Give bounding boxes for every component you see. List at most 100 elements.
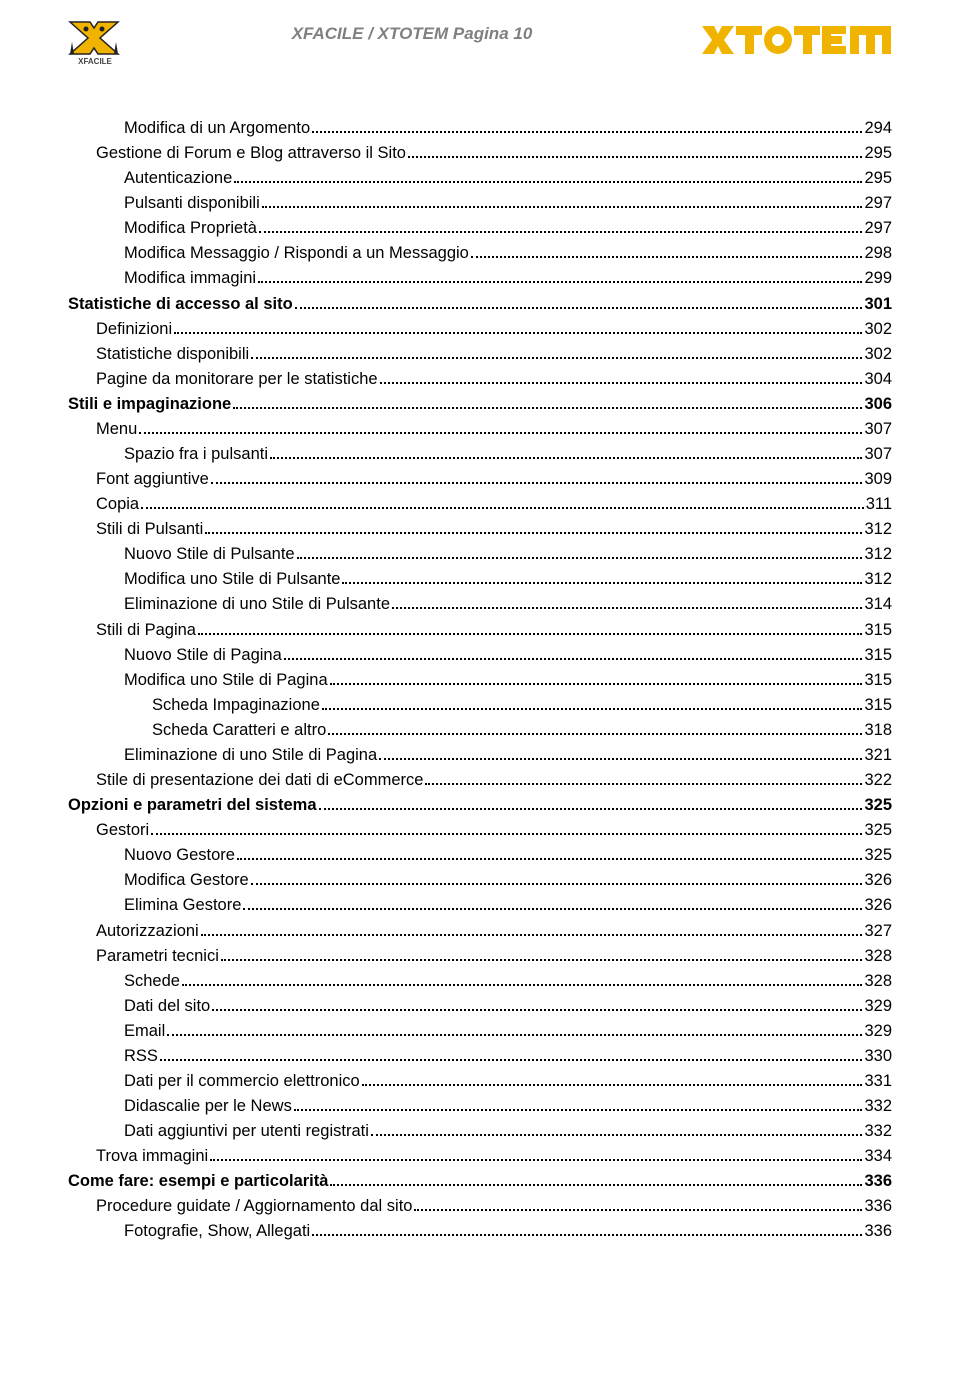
toc-entry-label: Autorizzazioni — [96, 919, 199, 944]
toc-leader-dots — [233, 392, 862, 409]
toc-leader-dots — [312, 1220, 862, 1237]
toc-leader-dots — [237, 843, 862, 860]
toc-entry-label: Elimina Gestore — [124, 893, 241, 918]
toc-entry-page: 304 — [864, 367, 892, 392]
toc-leader-dots — [312, 116, 862, 133]
toc-leader-dots — [294, 1094, 863, 1111]
toc-entry: Eliminazione di uno Stile di Pulsante314 — [68, 592, 892, 617]
toc-entry-label: Dati per il commercio elettronico — [124, 1069, 360, 1094]
toc-entry-page: 294 — [864, 116, 892, 141]
toc-entry: Modifica uno Stile di Pulsante312 — [68, 567, 892, 592]
toc-entry-label: Autenticazione — [124, 166, 232, 191]
toc-entry-label: Copia — [96, 492, 139, 517]
toc-entry: Email 329 — [68, 1019, 892, 1044]
toc-entry: Nuovo Gestore325 — [68, 843, 892, 868]
toc-leader-dots — [270, 442, 862, 459]
toc-entry: Menu 307 — [68, 417, 892, 442]
toc-leader-dots — [151, 818, 862, 835]
toc-leader-dots — [205, 517, 862, 534]
toc-entry-label: Modifica Proprietà — [124, 216, 257, 241]
toc-leader-dots — [182, 969, 863, 986]
toc-leader-dots — [141, 492, 864, 509]
toc-entry: Procedure guidate / Aggiornamento dal si… — [68, 1194, 892, 1219]
toc-entry-label: Font aggiuntive — [96, 467, 209, 492]
toc-entry-label: Schede — [124, 969, 180, 994]
toc-entry: Schede328 — [68, 969, 892, 994]
toc-entry: Nuovo Stile di Pagina315 — [68, 643, 892, 668]
toc-leader-dots — [211, 467, 863, 484]
toc-entry: Autenticazione295 — [68, 166, 892, 191]
toc-entry-label: Modifica Gestore — [124, 868, 249, 893]
page-header: XFACILE XFACILE / XTOTEM Pagina 10 — [68, 20, 892, 68]
toc-leader-dots — [284, 643, 863, 660]
toc-entry-page: 326 — [864, 868, 892, 893]
toc-entry: Modifica Gestore 326 — [68, 868, 892, 893]
toc-leader-dots — [425, 768, 862, 785]
toc-entry-page: 329 — [864, 1019, 892, 1044]
toc-entry-page: 314 — [864, 592, 892, 617]
toc-leader-dots — [243, 894, 862, 911]
toc-entry: Gestione di Forum e Blog attraverso il S… — [68, 141, 892, 166]
toc-entry: Copia 311 — [68, 492, 892, 517]
toc-entry-label: Come fare: esempi e particolarità — [68, 1169, 328, 1194]
toc-entry: Eliminazione di uno Stile di Pagina321 — [68, 743, 892, 768]
toc-entry-page: 315 — [864, 668, 892, 693]
toc-entry-label: Stili di Pulsanti — [96, 517, 203, 542]
toc-entry-page: 336 — [864, 1194, 892, 1219]
toc-entry-label: Pulsanti disponibili — [124, 191, 260, 216]
toc-entry: Modifica immagini299 — [68, 266, 892, 291]
toc-leader-dots — [251, 869, 863, 886]
toc-leader-dots — [295, 292, 863, 309]
toc-entry: Dati aggiuntivi per utenti registrati332 — [68, 1119, 892, 1144]
toc-entry-page: 306 — [864, 392, 892, 417]
toc-leader-dots — [371, 1119, 863, 1136]
toc-entry-label: Pagine da monitorare per le statistiche — [96, 367, 378, 392]
toc-leader-dots — [201, 919, 863, 936]
toc-entry-label: Nuovo Stile di Pulsante — [124, 542, 295, 567]
toc-entry-page: 297 — [864, 216, 892, 241]
toc-entry-label: Spazio fra i pulsanti — [124, 442, 268, 467]
toc-entry: Autorizzazioni327 — [68, 919, 892, 944]
toc-entry: Didascalie per le News332 — [68, 1094, 892, 1119]
toc-entry: Fotografie, Show, Allegati336 — [68, 1219, 892, 1244]
toc-entry: Modifica Proprietà 297 — [68, 216, 892, 241]
toc-entry-label: Email — [124, 1019, 165, 1044]
toc-entry: RSS330 — [68, 1044, 892, 1069]
toc-entry-label: Modifica uno Stile di Pagina — [124, 668, 328, 693]
toc-entry-page: 331 — [864, 1069, 892, 1094]
toc-entry-label: Eliminazione di uno Stile di Pagina — [124, 743, 377, 768]
toc-entry-page: 325 — [864, 818, 892, 843]
toc-entry-label: Modifica uno Stile di Pulsante — [124, 567, 340, 592]
toc-entry-page: 301 — [864, 292, 892, 317]
toc-entry: Modifica uno Stile di Pagina 315 — [68, 668, 892, 693]
toc-entry-page: 302 — [864, 342, 892, 367]
toc-leader-dots — [174, 317, 862, 334]
toc-entry: Statistiche disponibili302 — [68, 342, 892, 367]
toc-entry-label: Scheda Impaginazione — [152, 693, 320, 718]
toc-leader-dots — [258, 267, 862, 284]
toc-leader-dots — [319, 793, 863, 810]
toc-entry: Definizioni302 — [68, 317, 892, 342]
toc-leader-dots — [221, 944, 863, 961]
toc-entry: Stili di Pagina315 — [68, 618, 892, 643]
toc-leader-dots — [160, 1044, 863, 1061]
toc-entry-page: 302 — [864, 317, 892, 342]
toc-entry-page: 307 — [864, 442, 892, 467]
toc-entry: Scheda Caratteri e altro318 — [68, 718, 892, 743]
toc-entry: Pagine da monitorare per le statistiche 3… — [68, 367, 892, 392]
toc-entry-label: Scheda Caratteri e altro — [152, 718, 326, 743]
toc-entry-page: 322 — [864, 768, 892, 793]
toc-entry-page: 309 — [864, 467, 892, 492]
toc-leader-dots — [414, 1195, 862, 1212]
toc-leader-dots — [330, 1169, 862, 1186]
toc-entry-page: 312 — [864, 517, 892, 542]
toc-entry-page: 311 — [866, 492, 892, 517]
toc-entry-page: 295 — [864, 141, 892, 166]
xfacile-logo: XFACILE — [68, 20, 122, 66]
document-page: XFACILE XFACILE / XTOTEM Pagina 10 — [0, 0, 960, 1394]
toc-entry-page: 326 — [864, 893, 892, 918]
toc-entry-label: Modifica di un Argomento — [124, 116, 310, 141]
toc-entry-label: Menu — [96, 417, 137, 442]
toc-entry-label: Nuovo Stile di Pagina — [124, 643, 282, 668]
toc-entry-page: 307 — [864, 417, 892, 442]
